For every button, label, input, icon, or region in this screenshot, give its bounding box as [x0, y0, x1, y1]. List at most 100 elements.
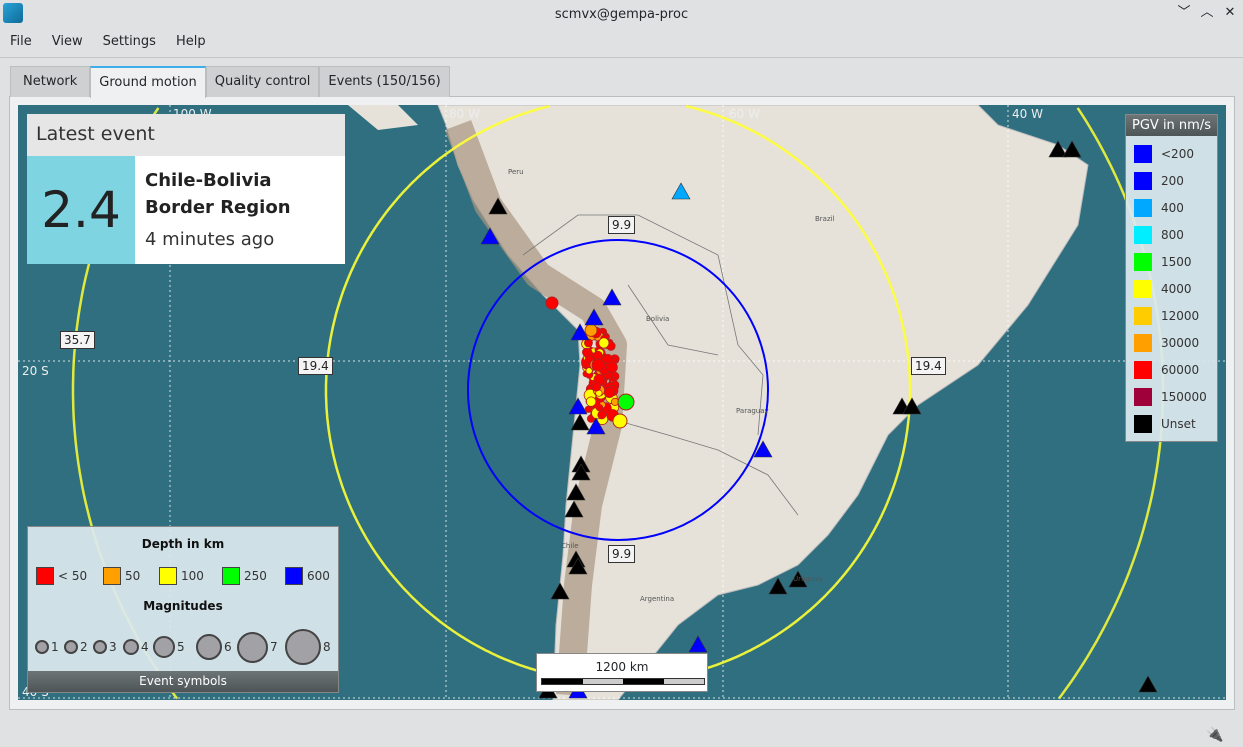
pgv-label: <200	[1161, 147, 1194, 161]
station-triangle[interactable]	[570, 323, 590, 341]
station-triangle[interactable]	[571, 463, 591, 481]
station-triangle[interactable]	[1048, 140, 1068, 158]
station-triangle[interactable]	[584, 308, 604, 326]
event-circle[interactable]	[584, 405, 592, 413]
event-time-ago: 4 minutes ago	[145, 229, 275, 250]
country-borders	[522, 214, 799, 516]
depth-label: < 50	[58, 569, 88, 583]
menu-view[interactable]: View	[51, 34, 83, 49]
region-line: Chile-Bolivia	[145, 170, 272, 191]
magnitude-legend-item: 4	[123, 639, 149, 655]
distance-label-inner: 9.9	[608, 545, 636, 563]
magnitude-legend-item: 3	[93, 640, 117, 654]
event-region: Chile-Bolivia Border Region	[145, 167, 335, 221]
pgv-label: 60000	[1161, 363, 1200, 377]
color-swatch	[103, 567, 121, 585]
lon-label: 60 W	[729, 107, 760, 121]
station-triangle[interactable]	[768, 577, 788, 595]
pgv-legend-item: 150000	[1134, 388, 1207, 406]
color-swatch	[1134, 307, 1152, 325]
close-button[interactable]: ✕	[1224, 5, 1236, 20]
magnitude-circle	[196, 634, 222, 660]
distance-label-inner: 9.9	[608, 216, 636, 234]
map-view[interactable]: 100 W 80 W 60 W 40 W 20 S 40 S 35.7 19.4…	[18, 105, 1226, 700]
event-circle[interactable]	[598, 337, 610, 349]
tab-events[interactable]: Events (150/156)	[319, 66, 450, 97]
color-swatch	[36, 567, 54, 585]
event-circle[interactable]	[612, 413, 628, 429]
color-swatch	[159, 567, 177, 585]
distance-label-middle: 19.4	[911, 357, 946, 375]
station-triangle[interactable]	[570, 413, 590, 431]
event-circle[interactable]	[585, 396, 597, 407]
station-triangle[interactable]	[671, 182, 691, 200]
latest-event-header: Latest event	[27, 114, 345, 156]
event-symbols-legend: Depth in km < 50 50 100 250 600 Magnitudes 1…	[27, 526, 339, 693]
magnitude-label: 8	[323, 640, 331, 654]
event-circle[interactable]	[606, 361, 618, 374]
event-circle[interactable]	[597, 410, 607, 420]
depth-legend-item: 100	[159, 567, 204, 585]
pgv-label: 30000	[1161, 336, 1200, 350]
color-swatch	[1134, 199, 1152, 217]
event-circle[interactable]	[603, 386, 615, 398]
event-circle[interactable]	[617, 393, 635, 411]
depth-legend-item: 600	[285, 567, 330, 585]
station-triangle[interactable]	[488, 197, 508, 215]
event-circle[interactable]	[545, 296, 559, 310]
magnitude-legend-item: 8	[285, 629, 331, 665]
station-triangle[interactable]	[568, 397, 588, 415]
menu-bar: File View Settings Help	[0, 32, 216, 54]
minimize-button[interactable]: ﹀	[1177, 5, 1191, 20]
tab-network[interactable]: Network	[10, 66, 91, 97]
scale-label: 1200 km	[595, 660, 649, 674]
event-circle[interactable]	[591, 358, 605, 372]
country-label: Argentina	[640, 595, 675, 603]
event-circle[interactable]	[585, 367, 593, 375]
pgv-label: 1500	[1161, 255, 1192, 269]
station-triangle[interactable]	[753, 440, 773, 458]
color-swatch	[1134, 145, 1152, 163]
tab-ground-motion[interactable]: Ground motion	[90, 66, 206, 98]
event-circle[interactable]	[602, 353, 613, 364]
latest-event-panel[interactable]: Latest event 2.4 Chile-Bolivia Border Reg…	[27, 114, 345, 264]
station-triangle[interactable]	[902, 397, 922, 415]
station-triangle[interactable]	[564, 500, 584, 518]
country-label: Bolivia	[646, 315, 670, 323]
event-symbols-footer: Event symbols	[28, 671, 338, 692]
pgv-label: Unset	[1161, 417, 1196, 431]
event-circle[interactable]	[591, 381, 602, 392]
depth-label: 250	[244, 569, 267, 583]
depth-label: 600	[307, 569, 330, 583]
station-triangle[interactable]	[586, 417, 606, 435]
pgv-legend-item: 800	[1134, 226, 1184, 244]
pgv-legend-item: 1500	[1134, 253, 1192, 271]
inner-distance-ring	[467, 239, 769, 541]
title-bar: scmvx@gempa-proc ﹀ ︿ ✕	[0, 0, 1243, 28]
tab-quality-control[interactable]: Quality control	[205, 66, 320, 97]
station-triangle[interactable]	[602, 288, 622, 306]
country-label: Peru	[508, 168, 524, 176]
pgv-label: 12000	[1161, 309, 1200, 323]
menu-settings[interactable]: Settings	[102, 34, 156, 49]
pgv-legend-item: 200	[1134, 172, 1184, 190]
maximize-button[interactable]: ︿	[1200, 5, 1214, 20]
pgv-legend-item: 4000	[1134, 280, 1192, 298]
app-logo-icon	[3, 3, 23, 23]
pgv-legend-title: PGV in nm/s	[1126, 115, 1217, 136]
station-triangle[interactable]	[1062, 140, 1082, 158]
station-triangle[interactable]	[550, 582, 570, 600]
station-triangle[interactable]	[1138, 675, 1158, 693]
menu-help[interactable]: Help	[175, 34, 206, 49]
magnitudes-title: Magnitudes	[143, 599, 223, 613]
depth-legend-item: 50	[103, 567, 140, 585]
station-triangle[interactable]	[480, 227, 500, 245]
pgv-label: 4000	[1161, 282, 1192, 296]
station-triangle[interactable]	[566, 483, 586, 501]
event-circle[interactable]	[584, 323, 598, 337]
station-triangle[interactable]	[788, 570, 808, 588]
country-label: Uruguay	[793, 575, 823, 583]
menu-file[interactable]: File	[10, 34, 32, 49]
station-triangle[interactable]	[568, 557, 588, 575]
station-triangle[interactable]	[688, 635, 708, 653]
